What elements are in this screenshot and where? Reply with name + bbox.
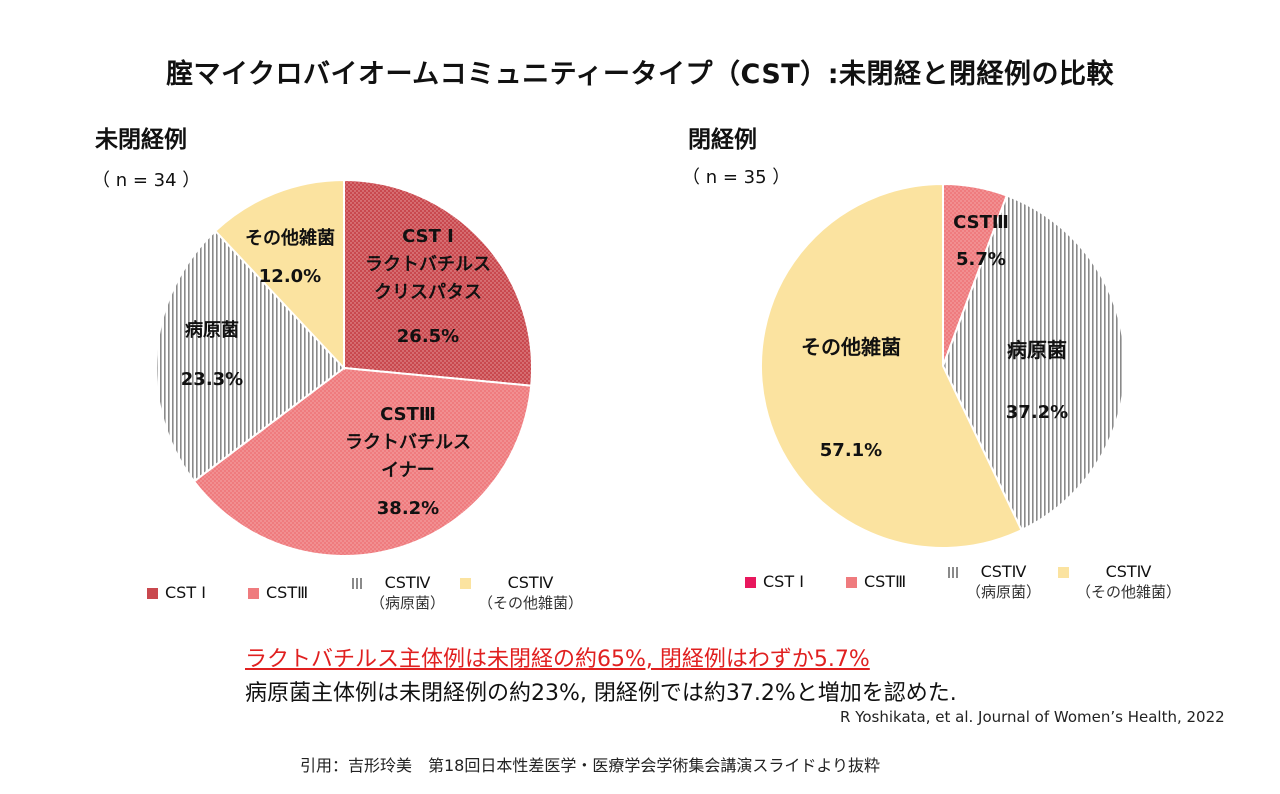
legend-swatch xyxy=(745,577,756,588)
left-chart-title: 未閉経例 xyxy=(95,127,187,153)
legend-swatch xyxy=(147,588,158,599)
legend-swatch xyxy=(846,577,857,588)
slice-value-others: 57.1% xyxy=(820,440,882,461)
legend-swatch xyxy=(948,567,959,578)
pie-slice-others xyxy=(213,178,345,371)
legend-sublabel: （その他雑菌） xyxy=(478,594,584,612)
pie-slice-pathogen xyxy=(941,194,1126,532)
slice-value-cst3: 38.2% xyxy=(377,498,439,519)
pie-chart-postmenopausal: CSTⅢ 5.7% 病原菌 37.2% その他雑菌 57.1% xyxy=(760,182,1126,549)
slice-label-others: その他雑菌 xyxy=(245,227,335,249)
slice-value-pathogen: 37.2% xyxy=(1006,402,1068,423)
legend-sublabel: （その他雑菌） xyxy=(1076,583,1182,601)
legend-sublabel: （病原菌） xyxy=(966,583,1042,601)
legend-swatch xyxy=(460,578,471,589)
summary-line-pathogen: 病原菌主体例は未閉経例の約23%, 閉経例では約37.2%と増加を認めた. xyxy=(245,681,957,706)
left-n-count: （ n = 34 ） xyxy=(92,170,201,191)
left-legend-item-cst1: CST Ⅰ xyxy=(147,583,206,602)
left-legend-item-cst3: CSTⅢ xyxy=(248,583,308,602)
slice-label-others: その他雑菌 xyxy=(801,335,901,359)
legend-swatch xyxy=(248,588,259,599)
pie-slice-cst3 xyxy=(192,366,533,557)
left-legend-item-pathogen: CSTⅣ （病原菌） xyxy=(352,573,445,613)
citation-note: 引用：吉形玲美 第18回日本性差医学・医療学会学術集会講演スライドより抜粋 xyxy=(300,756,881,775)
slice-label-cst1: クリスパタス xyxy=(374,282,482,303)
right-legend-item-others: CSTⅣ （その他雑菌） xyxy=(1058,562,1181,602)
right-n-count: （ n = 35 ） xyxy=(682,167,791,188)
slice-value-cst3: 5.7% xyxy=(956,249,1006,270)
slice-label-cst3: イナー xyxy=(381,460,435,481)
slice-label-pathogen: 病原菌 xyxy=(1007,338,1067,362)
summary-line-lactobacillus: ラクトバチルス主体例は未閉経の約65%, 閉経例はわずか5.7% xyxy=(245,647,870,672)
legend-swatch xyxy=(1058,567,1069,578)
legend-swatch xyxy=(352,578,363,589)
pie-slice-others xyxy=(760,182,1023,549)
slice-label-cst3: ラクトバチルス xyxy=(345,432,471,453)
pie-chart-premenopausal: CST Ⅰラクトバチルスクリスパタス26.5%CSTⅢラクトバチルスイナー38.… xyxy=(155,178,533,557)
reference-note: R Yoshikata, et al. Journal of Women’s H… xyxy=(840,708,1225,726)
legend-label: CSTⅢ xyxy=(864,572,907,591)
legend-label: CST Ⅰ xyxy=(763,572,804,591)
legend-label: CSTⅣ xyxy=(980,562,1027,581)
right-legend-item-cst3: CSTⅢ xyxy=(846,572,906,591)
legend-label: CST Ⅰ xyxy=(165,583,206,602)
right-legend-item-cst1: CST Ⅰ xyxy=(745,572,804,591)
right-chart-title: 閉経例 xyxy=(688,127,757,153)
left-legend-item-others: CSTⅣ （その他雑菌） xyxy=(460,573,583,613)
slice-value-others: 12.0% xyxy=(259,266,321,287)
slice-value-pathogen: 23.3% xyxy=(181,369,243,390)
legend-label: CSTⅣ xyxy=(507,573,554,592)
legend-label: CSTⅣ xyxy=(384,573,431,592)
slice-label-cst1: ラクトバチルス xyxy=(365,254,491,275)
pie-slice-pathogen xyxy=(155,229,346,483)
legend-sublabel: （病原菌） xyxy=(370,594,446,612)
legend-label: CSTⅢ xyxy=(266,583,309,602)
pie-slice-cst1 xyxy=(343,178,533,387)
legend-label: CSTⅣ xyxy=(1105,562,1152,581)
slice-label-cst3: CSTⅢ xyxy=(953,212,1009,233)
right-legend-item-pathogen: CSTⅣ （病原菌） xyxy=(948,562,1041,602)
slide-title: 腟マイクロバイオームコミュニティータイプ（CST）:未閉経と閉経例の比較 xyxy=(165,59,1114,90)
slice-label-pathogen: 病原菌 xyxy=(185,319,239,341)
slice-value-cst1: 26.5% xyxy=(397,326,459,347)
slice-label-cst1: CST Ⅰ xyxy=(402,226,454,247)
slice-label-cst3: CSTⅢ xyxy=(380,404,436,425)
